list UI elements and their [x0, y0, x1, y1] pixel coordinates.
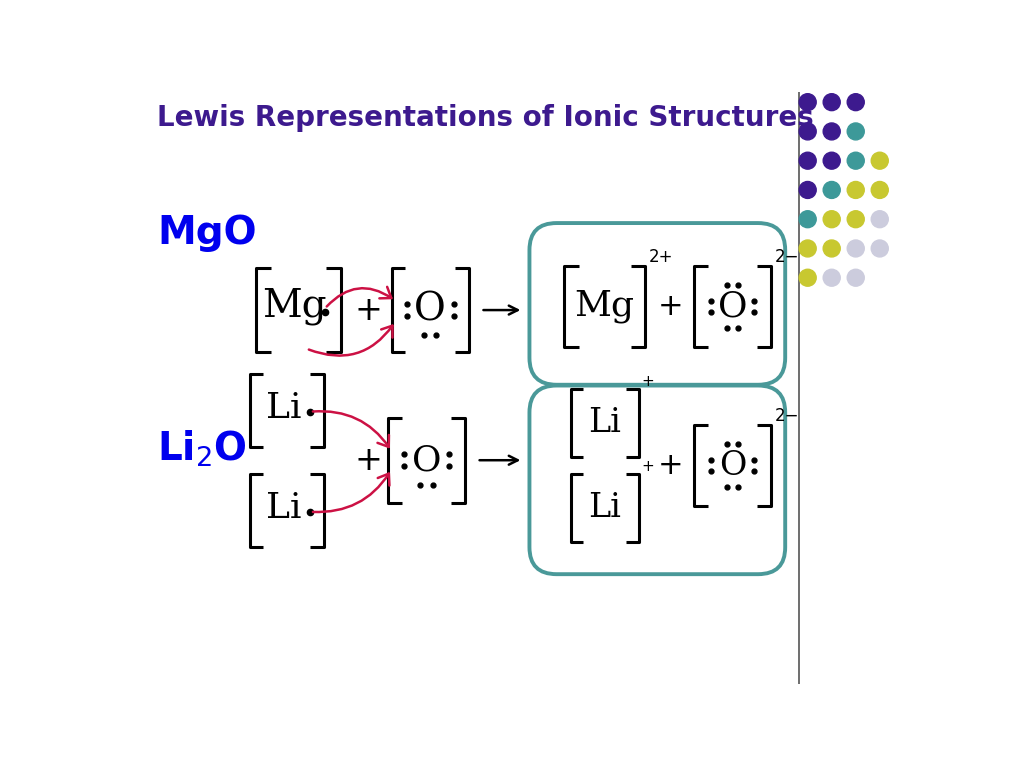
Circle shape: [847, 240, 864, 257]
Text: +: +: [657, 292, 683, 321]
FancyArrowPatch shape: [313, 474, 389, 512]
Circle shape: [823, 210, 841, 227]
Circle shape: [799, 94, 816, 111]
Circle shape: [847, 152, 864, 169]
Text: +: +: [354, 293, 382, 326]
Circle shape: [871, 181, 888, 198]
Text: Mg: Mg: [262, 287, 327, 325]
Circle shape: [823, 94, 841, 111]
Text: O: O: [415, 292, 446, 329]
Text: Lewis Representations of Ionic Structures: Lewis Representations of Ionic Structure…: [158, 104, 814, 131]
Circle shape: [847, 210, 864, 227]
Circle shape: [799, 270, 816, 286]
Circle shape: [823, 123, 841, 140]
FancyArrowPatch shape: [313, 411, 389, 447]
Circle shape: [871, 152, 888, 169]
Circle shape: [799, 240, 816, 257]
FancyArrowPatch shape: [327, 286, 391, 306]
Text: O: O: [719, 449, 746, 482]
Text: 2+: 2+: [648, 248, 673, 266]
Circle shape: [823, 270, 841, 286]
Text: Li$_2$O: Li$_2$O: [158, 429, 247, 468]
FancyBboxPatch shape: [529, 223, 785, 385]
Circle shape: [871, 240, 888, 257]
Text: +: +: [642, 374, 654, 389]
Circle shape: [823, 181, 841, 198]
Circle shape: [799, 152, 816, 169]
Text: O: O: [412, 443, 441, 477]
Text: MgO: MgO: [158, 214, 257, 252]
Text: +: +: [657, 451, 683, 480]
FancyBboxPatch shape: [529, 386, 785, 574]
Text: O: O: [718, 290, 748, 323]
Circle shape: [799, 181, 816, 198]
Text: 2−: 2−: [774, 407, 799, 425]
Text: 2−: 2−: [774, 248, 799, 266]
Circle shape: [823, 240, 841, 257]
Text: Li: Li: [266, 391, 301, 425]
Circle shape: [871, 210, 888, 227]
FancyArrowPatch shape: [309, 326, 392, 356]
Circle shape: [847, 181, 864, 198]
Text: Li: Li: [588, 492, 622, 524]
Circle shape: [847, 270, 864, 286]
Circle shape: [823, 152, 841, 169]
Text: +: +: [354, 444, 382, 477]
Circle shape: [847, 123, 864, 140]
Text: Li: Li: [588, 407, 622, 439]
Text: Li: Li: [266, 491, 301, 525]
Text: Mg: Mg: [574, 290, 635, 323]
Text: +: +: [642, 459, 654, 474]
Circle shape: [799, 123, 816, 140]
Circle shape: [847, 94, 864, 111]
Circle shape: [799, 210, 816, 227]
